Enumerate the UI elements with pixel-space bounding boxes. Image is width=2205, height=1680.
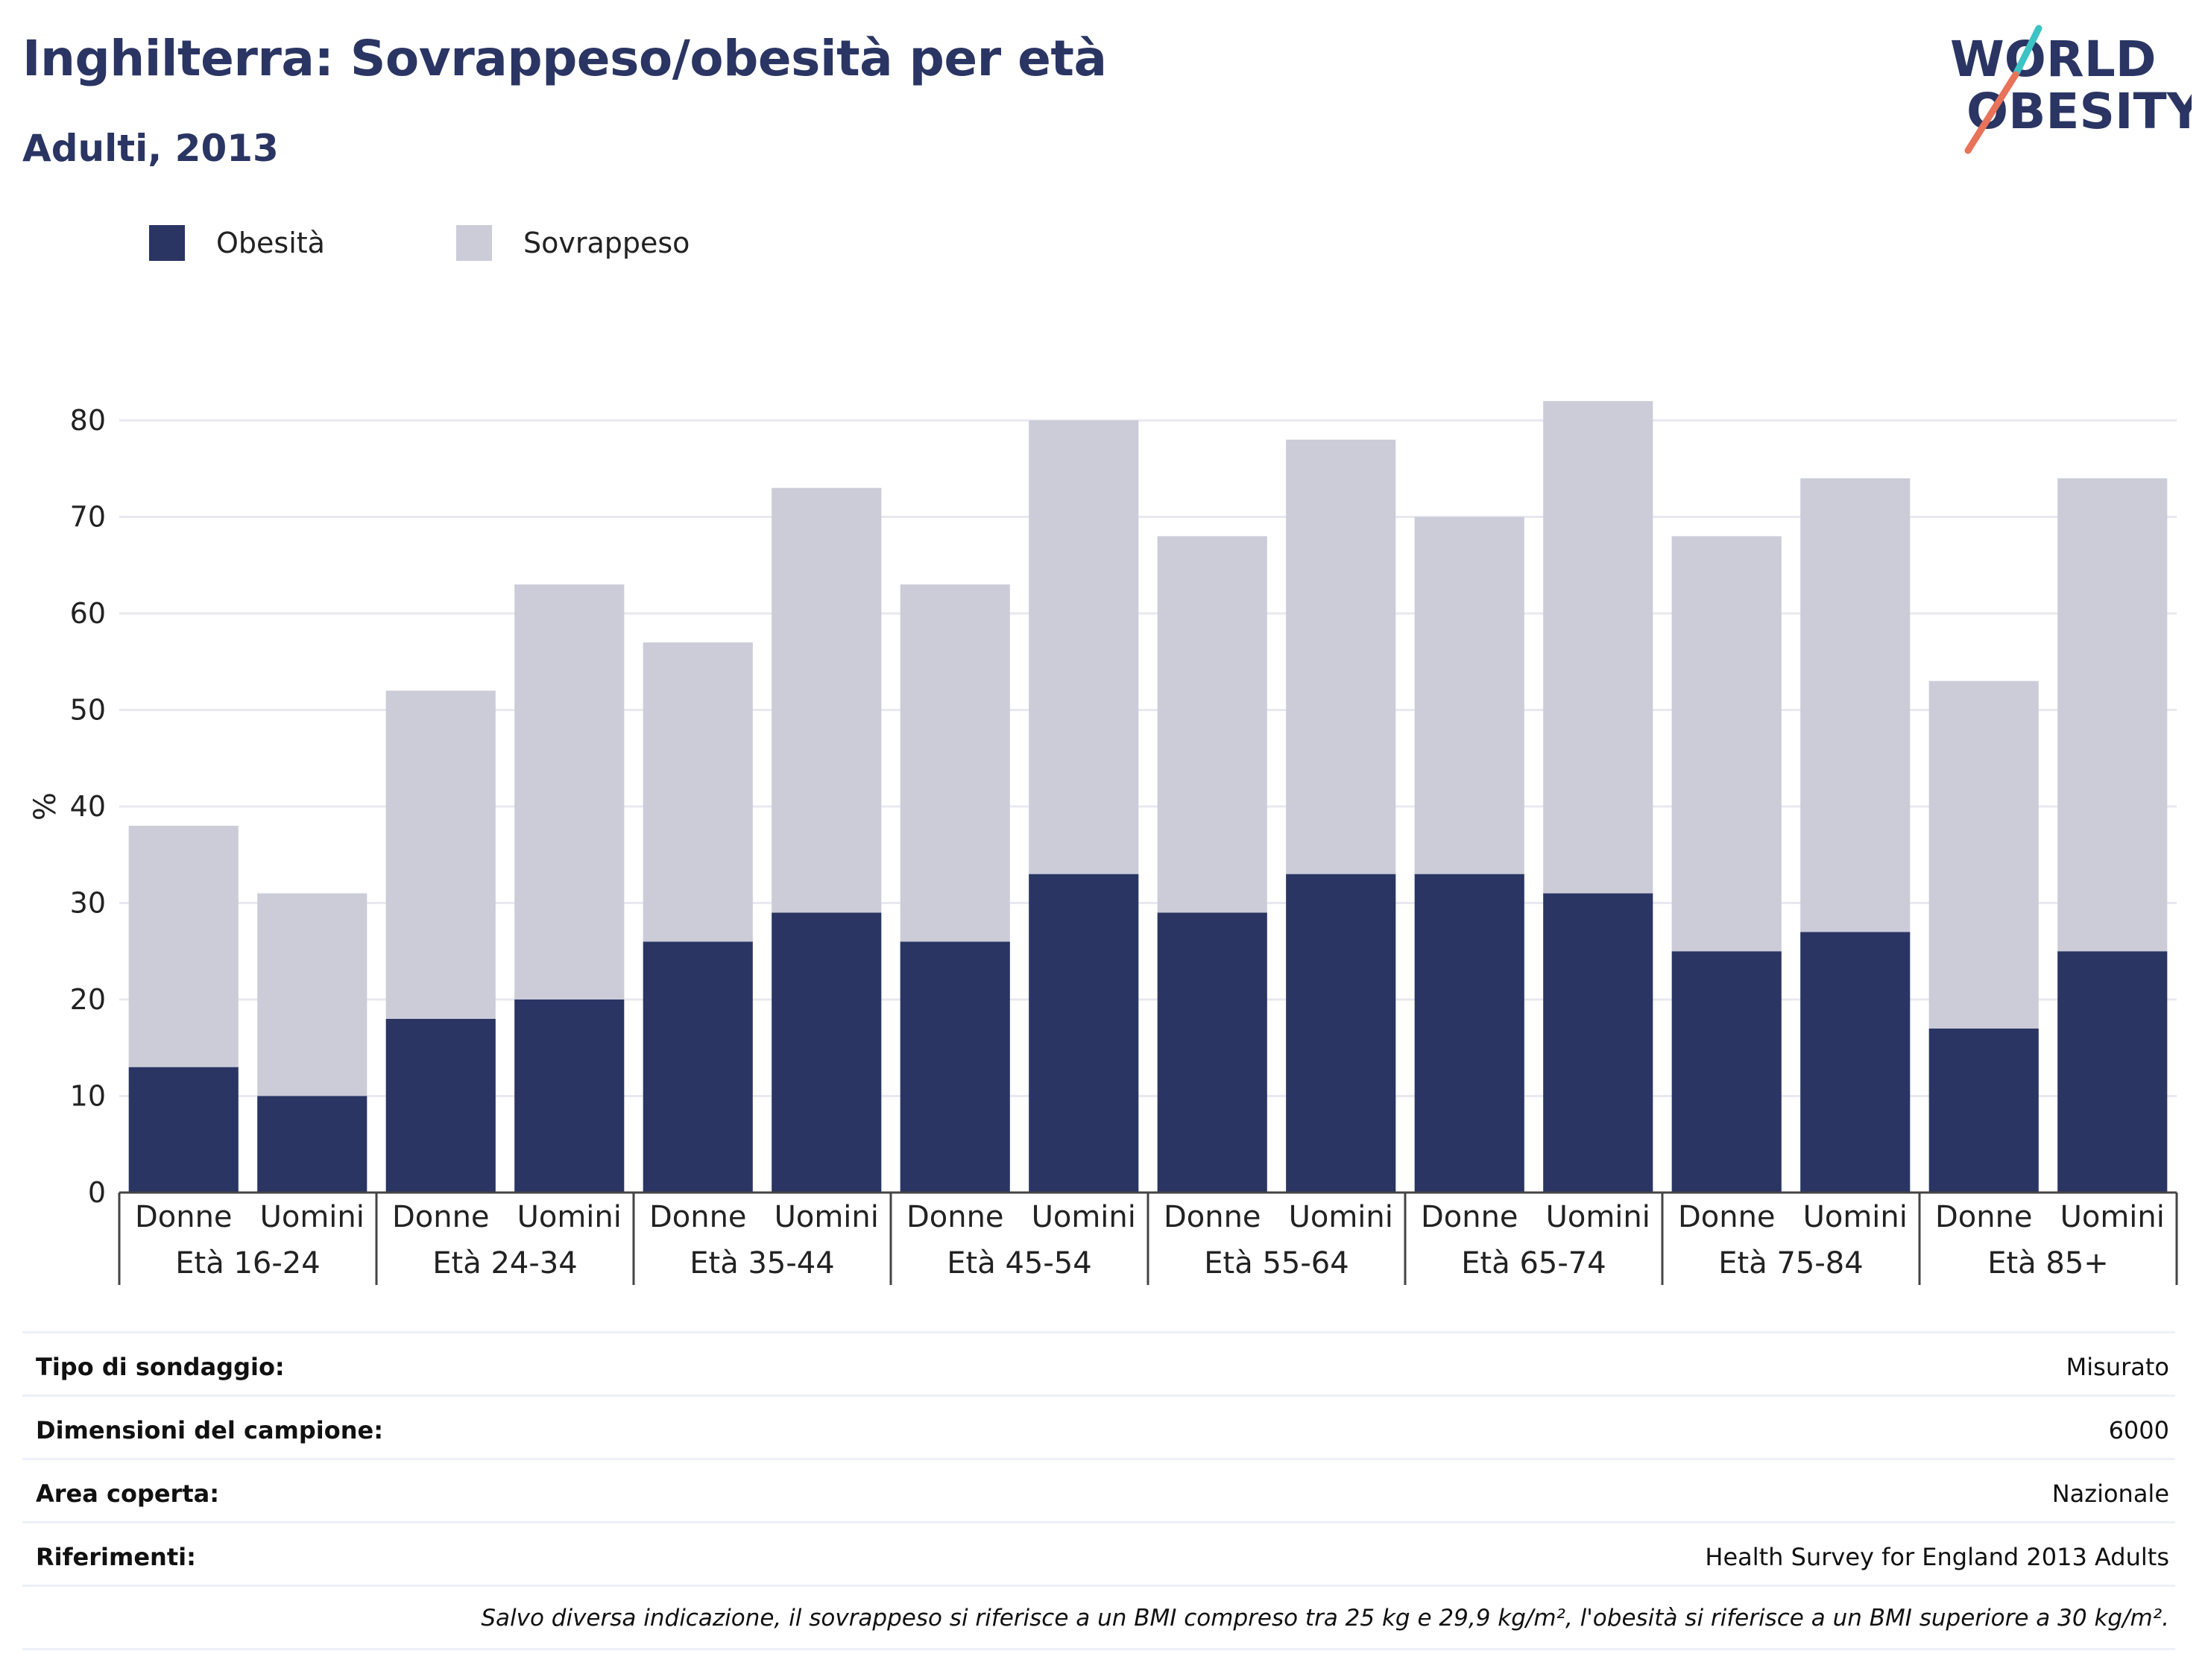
bar-obesity — [385, 1018, 496, 1193]
group-label: Età 24-34 — [432, 1246, 577, 1280]
bar-overweight — [2057, 478, 2168, 952]
bar-obesity — [643, 941, 753, 1193]
y-tick-label: 10 — [70, 1080, 106, 1113]
bar-overweight — [772, 487, 882, 913]
bar-overweight — [514, 584, 625, 1000]
info-value: 6000 — [2108, 1416, 2169, 1444]
stacked-bar-chart: 0 10 20 30 40 50 60 70 80% Donne Uomini Donne Uomini… — [28, 401, 2178, 1285]
x-tick-label: Donne — [1164, 1200, 1261, 1234]
legend-swatch-overweight — [456, 225, 492, 261]
info-label: Riferimenti: — [36, 1543, 196, 1571]
bar-obesity — [1029, 874, 1139, 1193]
bar-overweight — [1671, 536, 1782, 952]
info-value: Health Survey for England 2013 Adults — [1705, 1543, 2169, 1571]
bar-overweight — [643, 642, 753, 942]
logo-line-1: WORLD — [1950, 31, 2157, 88]
bar-overweight — [900, 584, 1010, 942]
bar-overweight — [1157, 536, 1267, 913]
legend-label-overweight: Sovrappeso — [523, 227, 690, 259]
x-tick-label: Uomini — [517, 1200, 622, 1234]
info-value: Misurato — [2066, 1353, 2169, 1381]
bar-obesity — [2057, 951, 2168, 1193]
logo-slash-coral — [1964, 71, 2019, 154]
info-row-sample-size: Dimensioni del campione: 6000 — [22, 1395, 2175, 1458]
x-tick-label: Uomini — [2060, 1200, 2165, 1234]
x-tick-label: Donne — [906, 1200, 1004, 1234]
group-label: Età 75-84 — [1718, 1246, 1863, 1280]
x-tick-label: Uomini — [775, 1200, 879, 1234]
y-tick-label: 80 — [70, 404, 106, 437]
chart-title: Inghilterra: Sovrappeso/obesità per età — [22, 30, 1107, 87]
group-label: Età 45-54 — [947, 1246, 1091, 1280]
x-tick-label: Uomini — [260, 1200, 365, 1234]
bar-obesity — [1928, 1028, 2039, 1193]
bar-obesity — [128, 1067, 239, 1193]
legend-swatch-obesity — [149, 225, 185, 261]
x-tick-label: Uomini — [1803, 1200, 1908, 1234]
y-tick-label: 30 — [70, 887, 106, 920]
info-row-references: Riferimenti: Health Survey for England 2… — [22, 1521, 2175, 1585]
bar-obesity — [514, 1000, 625, 1193]
bar-overweight — [1029, 420, 1139, 874]
bar-overweight — [1800, 478, 1911, 932]
y-tick-label: 70 — [70, 501, 106, 534]
info-row-area: Area coperta: Nazionale — [22, 1458, 2175, 1521]
x-tick-label: Donne — [1935, 1200, 2033, 1234]
group-label: Età 85+ — [1987, 1246, 2109, 1280]
info-label: Area coperta: — [36, 1480, 220, 1508]
bar-obesity — [1414, 874, 1524, 1193]
y-tick-label: 20 — [70, 983, 106, 1016]
definition-note: Salvo diversa indicazione, il sovrappeso… — [22, 1585, 2175, 1650]
info-value: Nazionale — [2051, 1480, 2169, 1508]
y-axis-title: % — [28, 792, 63, 821]
x-tick-label: Uomini — [1289, 1200, 1393, 1234]
x-tick-label: Uomini — [1032, 1200, 1136, 1234]
survey-info-table: Tipo di sondaggio: Misurato Dimensioni d… — [22, 1331, 2175, 1650]
definition-note-text: Salvo diversa indicazione, il sovrappeso… — [481, 1605, 2169, 1632]
x-tick-label: Donne — [649, 1200, 747, 1234]
x-tick-label: Donne — [135, 1200, 233, 1234]
group-label: Età 55-64 — [1204, 1246, 1348, 1280]
group-label: Età 16-24 — [175, 1246, 320, 1280]
y-tick-label: 60 — [70, 597, 106, 630]
legend-label-obesity: Obesità — [216, 227, 325, 259]
bar-obesity — [1543, 893, 1653, 1193]
bar-overweight — [128, 825, 239, 1067]
info-row-survey-type: Tipo di sondaggio: Misurato — [22, 1331, 2175, 1395]
bar-obesity — [1671, 951, 1782, 1193]
info-label: Tipo di sondaggio: — [36, 1353, 285, 1381]
x-tick-label: Uomini — [1546, 1200, 1650, 1234]
bar-overweight — [1414, 517, 1524, 874]
bar-obesity — [1286, 874, 1396, 1193]
bar-obesity — [900, 941, 1010, 1193]
world-obesity-logo: WORLD OBESITY — [1950, 25, 2192, 154]
group-label: Età 65-74 — [1461, 1246, 1606, 1280]
x-tick-label: Donne — [1421, 1200, 1518, 1234]
bar-obesity — [772, 912, 882, 1193]
y-tick-label: 40 — [70, 790, 106, 823]
logo-line-2: OBESITY — [1966, 83, 2192, 140]
info-label: Dimensioni del campione: — [36, 1416, 384, 1444]
logo-slash-teal — [2012, 25, 2042, 78]
y-tick-label: 0 — [88, 1176, 106, 1209]
bar-obesity — [257, 1096, 368, 1193]
bar-obesity — [1157, 912, 1267, 1193]
group-label: Età 35-44 — [690, 1246, 834, 1280]
bar-overweight — [257, 893, 368, 1096]
bar-overweight — [1928, 680, 2039, 1029]
bar-overweight — [1286, 439, 1396, 874]
bar-overweight — [1543, 401, 1653, 894]
bar-obesity — [1800, 932, 1911, 1193]
y-tick-label: 50 — [70, 694, 106, 727]
x-tick-label: Donne — [1678, 1200, 1776, 1234]
x-tick-label: Donne — [392, 1200, 490, 1234]
chart-subtitle: Adulti, 2013 — [22, 127, 279, 170]
bar-overweight — [385, 690, 496, 1019]
